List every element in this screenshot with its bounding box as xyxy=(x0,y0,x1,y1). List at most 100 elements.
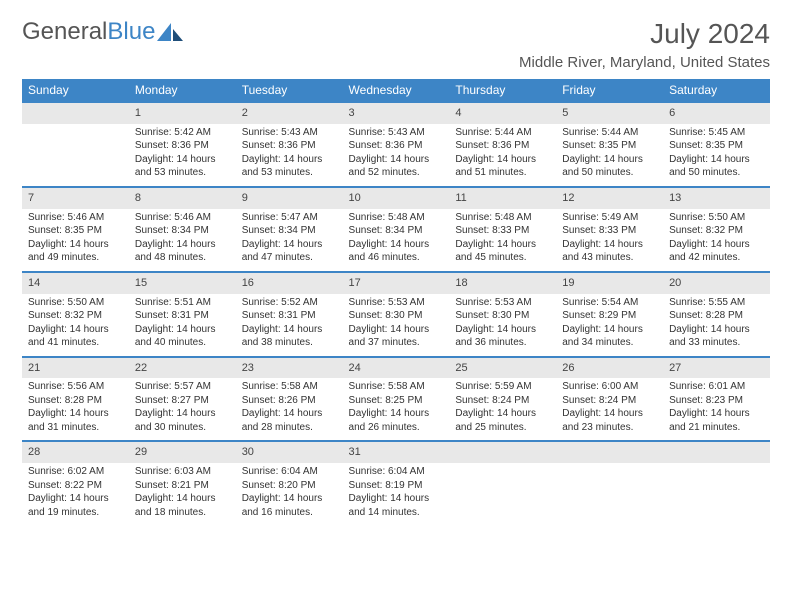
sunrise-text: Sunrise: 6:02 AM xyxy=(28,465,123,479)
day-content-cell: Sunrise: 6:04 AMSunset: 8:19 PMDaylight:… xyxy=(343,463,450,525)
day-number-row: 14151617181920 xyxy=(22,272,770,294)
sunrise-text: Sunrise: 6:04 AM xyxy=(349,465,444,479)
sunrise-text: Sunrise: 5:43 AM xyxy=(349,126,444,140)
sunset-text: Sunset: 8:35 PM xyxy=(562,139,657,153)
day-number-cell: 11 xyxy=(449,187,556,209)
sunrise-text: Sunrise: 5:43 AM xyxy=(242,126,337,140)
day-number-row: 21222324252627 xyxy=(22,357,770,379)
day-number-cell: 1 xyxy=(129,102,236,124)
sunset-text: Sunset: 8:19 PM xyxy=(349,479,444,493)
sunrise-text: Sunrise: 5:46 AM xyxy=(135,211,230,225)
weekday-header: Thursday xyxy=(449,79,556,102)
logo-text-part1: General xyxy=(22,18,107,45)
day-number-cell xyxy=(449,441,556,463)
calendar-table: SundayMondayTuesdayWednesdayThursdayFrid… xyxy=(22,79,770,525)
sunrise-text: Sunrise: 5:52 AM xyxy=(242,296,337,310)
sunset-text: Sunset: 8:20 PM xyxy=(242,479,337,493)
day-number-row: 78910111213 xyxy=(22,187,770,209)
day-content-cell: Sunrise: 5:43 AMSunset: 8:36 PMDaylight:… xyxy=(343,124,450,187)
daylight-text: Daylight: 14 hours and 23 minutes. xyxy=(562,407,657,434)
day-number-cell: 4 xyxy=(449,102,556,124)
sunrise-text: Sunrise: 6:01 AM xyxy=(669,380,764,394)
sunset-text: Sunset: 8:32 PM xyxy=(28,309,123,323)
weekday-header: Saturday xyxy=(663,79,770,102)
sunrise-text: Sunrise: 5:42 AM xyxy=(135,126,230,140)
day-content-cell: Sunrise: 6:02 AMSunset: 8:22 PMDaylight:… xyxy=(22,463,129,525)
sunset-text: Sunset: 8:30 PM xyxy=(349,309,444,323)
logo-text-part2: Blue xyxy=(107,18,155,45)
daylight-text: Daylight: 14 hours and 21 minutes. xyxy=(669,407,764,434)
day-content-cell: Sunrise: 5:46 AMSunset: 8:35 PMDaylight:… xyxy=(22,209,129,272)
weekday-header: Friday xyxy=(556,79,663,102)
day-content-cell: Sunrise: 5:48 AMSunset: 8:34 PMDaylight:… xyxy=(343,209,450,272)
daylight-text: Daylight: 14 hours and 51 minutes. xyxy=(455,153,550,180)
day-number-cell: 12 xyxy=(556,187,663,209)
sunrise-text: Sunrise: 5:45 AM xyxy=(669,126,764,140)
day-number-cell: 8 xyxy=(129,187,236,209)
daylight-text: Daylight: 14 hours and 53 minutes. xyxy=(242,153,337,180)
sunset-text: Sunset: 8:34 PM xyxy=(135,224,230,238)
day-content-cell xyxy=(663,463,770,525)
weekday-header: Tuesday xyxy=(236,79,343,102)
daylight-text: Daylight: 14 hours and 45 minutes. xyxy=(455,238,550,265)
sunset-text: Sunset: 8:36 PM xyxy=(242,139,337,153)
day-content-cell: Sunrise: 5:44 AMSunset: 8:35 PMDaylight:… xyxy=(556,124,663,187)
day-number-cell: 26 xyxy=(556,357,663,379)
sunset-text: Sunset: 8:25 PM xyxy=(349,394,444,408)
location: Middle River, Maryland, United States xyxy=(519,54,770,71)
day-number-cell: 5 xyxy=(556,102,663,124)
day-content-cell: Sunrise: 5:53 AMSunset: 8:30 PMDaylight:… xyxy=(343,294,450,357)
day-content-cell: Sunrise: 5:47 AMSunset: 8:34 PMDaylight:… xyxy=(236,209,343,272)
sunset-text: Sunset: 8:34 PM xyxy=(349,224,444,238)
sunrise-text: Sunrise: 6:03 AM xyxy=(135,465,230,479)
weekday-row: SundayMondayTuesdayWednesdayThursdayFrid… xyxy=(22,79,770,102)
day-content-cell: Sunrise: 5:57 AMSunset: 8:27 PMDaylight:… xyxy=(129,378,236,441)
daylight-text: Daylight: 14 hours and 38 minutes. xyxy=(242,323,337,350)
day-content-cell xyxy=(556,463,663,525)
sunrise-text: Sunrise: 5:53 AM xyxy=(349,296,444,310)
sunrise-text: Sunrise: 5:44 AM xyxy=(455,126,550,140)
day-content-cell xyxy=(449,463,556,525)
sunrise-text: Sunrise: 5:50 AM xyxy=(28,296,123,310)
day-number-cell xyxy=(663,441,770,463)
day-content-cell: Sunrise: 5:44 AMSunset: 8:36 PMDaylight:… xyxy=(449,124,556,187)
sunset-text: Sunset: 8:28 PM xyxy=(669,309,764,323)
day-content-cell: Sunrise: 5:46 AMSunset: 8:34 PMDaylight:… xyxy=(129,209,236,272)
sunset-text: Sunset: 8:27 PM xyxy=(135,394,230,408)
sunrise-text: Sunrise: 5:48 AM xyxy=(349,211,444,225)
day-content-row: Sunrise: 5:56 AMSunset: 8:28 PMDaylight:… xyxy=(22,378,770,441)
daylight-text: Daylight: 14 hours and 46 minutes. xyxy=(349,238,444,265)
day-number-cell: 24 xyxy=(343,357,450,379)
daylight-text: Daylight: 14 hours and 30 minutes. xyxy=(135,407,230,434)
day-content-cell: Sunrise: 5:56 AMSunset: 8:28 PMDaylight:… xyxy=(22,378,129,441)
sunrise-text: Sunrise: 5:47 AM xyxy=(242,211,337,225)
day-number-cell xyxy=(22,102,129,124)
sunset-text: Sunset: 8:36 PM xyxy=(135,139,230,153)
sunrise-text: Sunrise: 5:44 AM xyxy=(562,126,657,140)
day-content-row: Sunrise: 5:50 AMSunset: 8:32 PMDaylight:… xyxy=(22,294,770,357)
daylight-text: Daylight: 14 hours and 25 minutes. xyxy=(455,407,550,434)
day-number-cell: 21 xyxy=(22,357,129,379)
sunrise-text: Sunrise: 5:54 AM xyxy=(562,296,657,310)
day-content-cell: Sunrise: 5:43 AMSunset: 8:36 PMDaylight:… xyxy=(236,124,343,187)
title-block: July 2024 Middle River, Maryland, United… xyxy=(519,18,770,71)
sunset-text: Sunset: 8:24 PM xyxy=(455,394,550,408)
daylight-text: Daylight: 14 hours and 49 minutes. xyxy=(28,238,123,265)
day-content-cell: Sunrise: 5:45 AMSunset: 8:35 PMDaylight:… xyxy=(663,124,770,187)
daylight-text: Daylight: 14 hours and 18 minutes. xyxy=(135,492,230,519)
daylight-text: Daylight: 14 hours and 41 minutes. xyxy=(28,323,123,350)
daylight-text: Daylight: 14 hours and 14 minutes. xyxy=(349,492,444,519)
logo-text: GeneralBlue xyxy=(22,18,155,46)
day-content-cell: Sunrise: 5:51 AMSunset: 8:31 PMDaylight:… xyxy=(129,294,236,357)
header: GeneralBlue July 2024 Middle River, Mary… xyxy=(22,18,770,71)
calendar-body: 123456Sunrise: 5:42 AMSunset: 8:36 PMDay… xyxy=(22,102,770,525)
daylight-text: Daylight: 14 hours and 52 minutes. xyxy=(349,153,444,180)
daylight-text: Daylight: 14 hours and 37 minutes. xyxy=(349,323,444,350)
day-number-cell: 7 xyxy=(22,187,129,209)
sunrise-text: Sunrise: 5:50 AM xyxy=(669,211,764,225)
daylight-text: Daylight: 14 hours and 28 minutes. xyxy=(242,407,337,434)
sunrise-text: Sunrise: 5:57 AM xyxy=(135,380,230,394)
day-number-cell xyxy=(556,441,663,463)
day-content-row: Sunrise: 6:02 AMSunset: 8:22 PMDaylight:… xyxy=(22,463,770,525)
day-content-cell: Sunrise: 5:50 AMSunset: 8:32 PMDaylight:… xyxy=(22,294,129,357)
